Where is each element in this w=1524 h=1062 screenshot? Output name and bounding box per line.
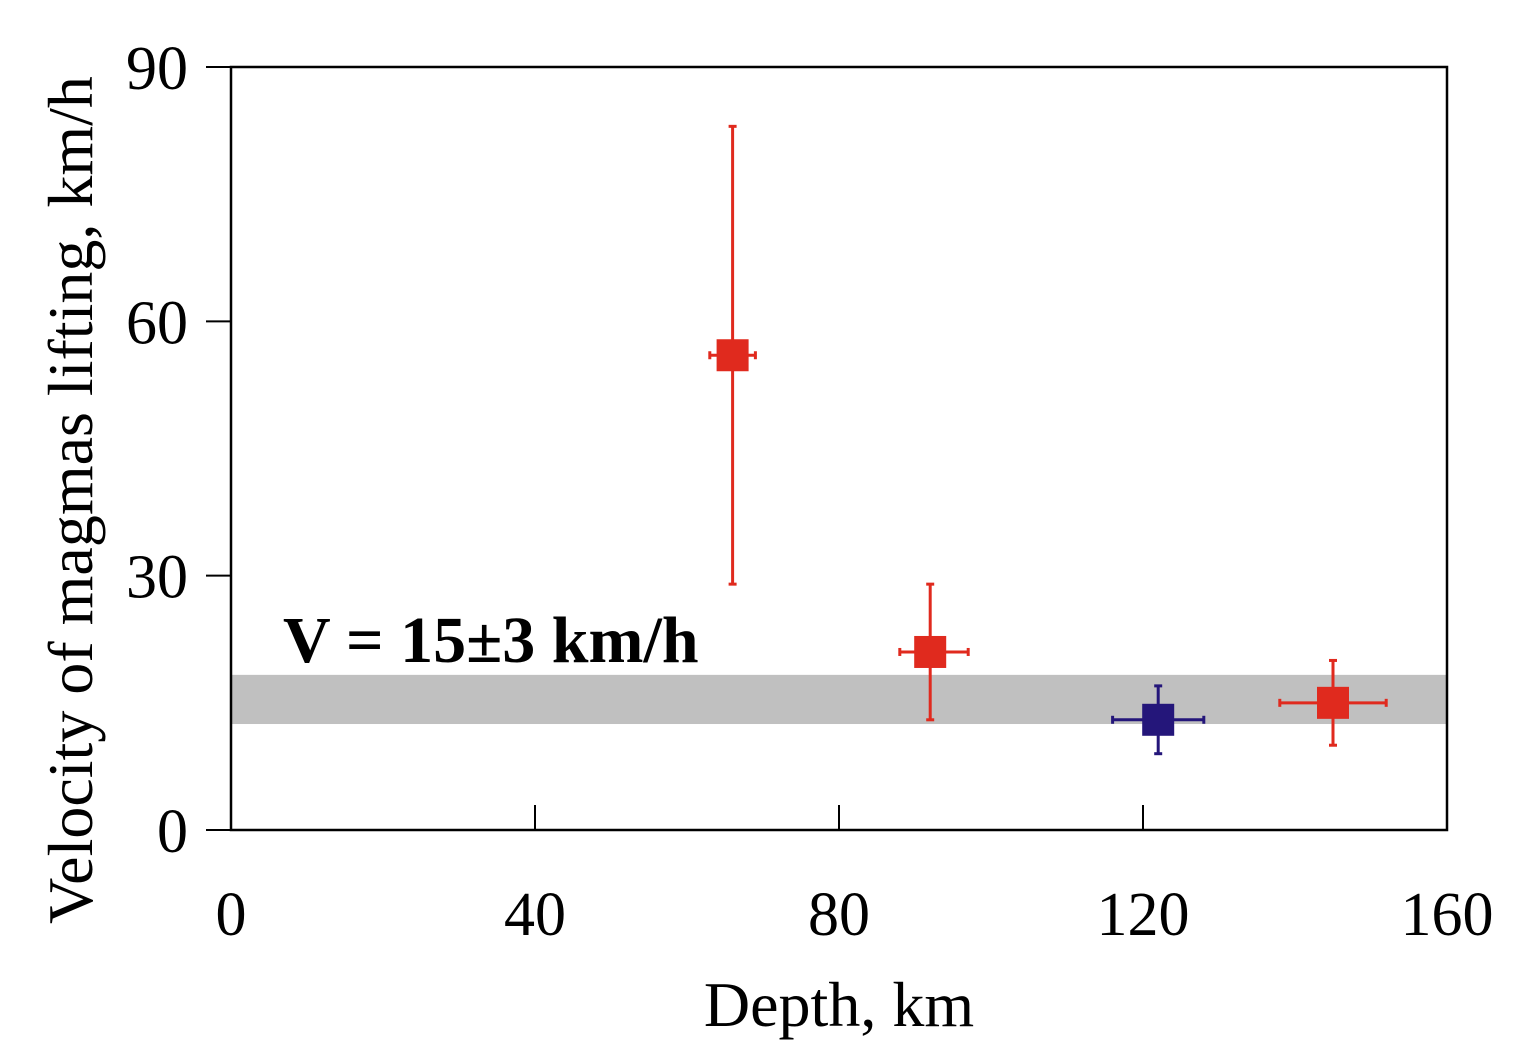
x-axis-label: Depth, km bbox=[704, 969, 974, 1040]
point-marker bbox=[716, 339, 749, 372]
x-tick-label: 0 bbox=[216, 881, 247, 949]
y-tick-label: 60 bbox=[126, 289, 188, 357]
x-tick-label: 120 bbox=[1097, 881, 1190, 949]
shaded-band bbox=[231, 674, 1447, 725]
data-point bbox=[708, 124, 757, 586]
point-marker bbox=[914, 635, 947, 668]
x-tick-label: 80 bbox=[808, 881, 870, 949]
data-point bbox=[1278, 658, 1388, 747]
y-axis-label: Velocity of magmas lifting, km/h bbox=[35, 76, 106, 924]
band-label: V = 15±3 km/h bbox=[283, 604, 699, 677]
data-point bbox=[898, 582, 970, 722]
point-marker bbox=[1142, 703, 1175, 736]
band-rect bbox=[231, 674, 1447, 725]
tick-labels: 0 40 80 120 160 0 30 60 90 bbox=[126, 35, 1494, 949]
data-points bbox=[708, 124, 1388, 756]
y-tick-label: 90 bbox=[126, 35, 188, 103]
point-marker bbox=[1317, 686, 1349, 719]
axis-ticks bbox=[206, 66, 1448, 831]
y-tick-label: 0 bbox=[157, 798, 188, 866]
x-tick-label: 40 bbox=[504, 881, 566, 949]
y-tick-label: 30 bbox=[126, 544, 188, 612]
data-point bbox=[1111, 684, 1206, 756]
x-tick-label: 160 bbox=[1401, 881, 1494, 949]
